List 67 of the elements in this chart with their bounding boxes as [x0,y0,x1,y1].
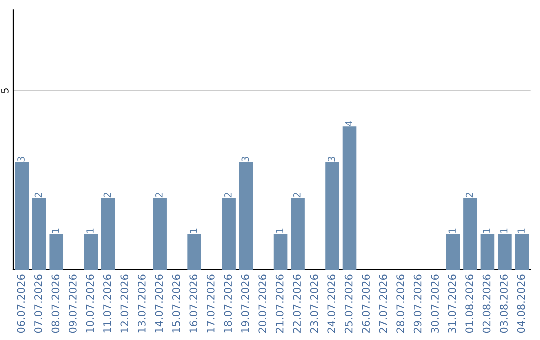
x-tick-label: 26.07.2026 [362,274,370,334]
x-tick-label: 11.07.2026 [103,274,112,333]
bar [274,234,288,270]
bar [326,162,340,270]
data-label: 1 [483,228,490,234]
data-label: 1 [276,228,284,234]
bar [32,198,46,270]
x-tick-label: 09.07.2026 [68,274,77,334]
bar [515,234,530,270]
data-label: 2 [466,193,474,198]
bar [188,234,202,270]
x-tick-label: 03.08.2026 [500,274,508,334]
x-tick-label: 18.07.2026 [224,274,232,333]
x-tick-label: 24.07.2026 [328,274,336,334]
x-tick-label: 06.07.2026 [17,274,26,334]
data-label: 3 [242,157,250,162]
x-tick-label: 14.07.2026 [155,274,164,333]
bar [101,198,116,270]
data-label: 1 [190,228,198,234]
x-tick-label: 10.07.2026 [86,274,94,333]
bar [446,234,460,270]
bar [291,198,305,270]
data-label: 3 [328,157,336,162]
bar [84,234,98,270]
bar [464,198,478,270]
bar [153,198,167,270]
x-tick-label: 01.08.2026 [466,274,474,334]
bar [498,234,512,270]
x-tick-label: 17.07.2026 [206,274,215,333]
data-label: 2 [293,193,301,198]
data-label: 1 [448,228,456,234]
data-label: 2 [34,193,42,198]
x-tick-label: 27.07.2026 [379,274,388,334]
bar [342,126,357,270]
x-tick-label: 15.07.2026 [172,274,180,333]
data-label: 3 [18,157,25,162]
x-tick-label: 22.07.2026 [293,274,302,334]
x-tick-label: 25.07.2026 [344,274,353,334]
bar [480,234,495,270]
x-tick-label: 21.07.2026 [276,274,284,334]
bar [15,162,30,270]
x-tick-label: 16.07.2026 [190,274,198,333]
bar [239,162,254,270]
y-tick-label: 5 [2,88,9,94]
bar [50,234,64,270]
x-tick-label: 04.08.2026 [517,274,526,334]
x-tick-label: 20.07.2026 [258,274,267,334]
data-label: 1 [500,228,508,234]
data-label: 1 [518,228,525,234]
x-tick-label: 30.07.2026 [431,274,439,333]
x-tick-label: 12.07.2026 [120,274,129,333]
x-tick-label: 19.07.2026 [241,274,250,333]
x-tick-label: 08.07.2026 [52,274,60,334]
data-label: 2 [104,193,112,198]
x-tick-label: 31.07.2026 [448,274,456,333]
x-tick-label: 28.07.2026 [396,274,405,334]
data-label: 2 [224,193,232,198]
data-label: 1 [52,228,60,234]
data-label: 2 [156,193,163,198]
data-label: 4 [345,121,352,126]
x-tick-label: 02.08.2026 [482,274,491,334]
x-tick-label: 07.07.2026 [34,274,42,334]
x-tick-label: 13.07.2026 [138,274,146,333]
data-label: 1 [86,228,94,234]
x-tick-label: 29.07.2026 [414,274,422,334]
x-tick-label: 23.07.2026 [310,274,318,334]
bar [222,198,236,270]
